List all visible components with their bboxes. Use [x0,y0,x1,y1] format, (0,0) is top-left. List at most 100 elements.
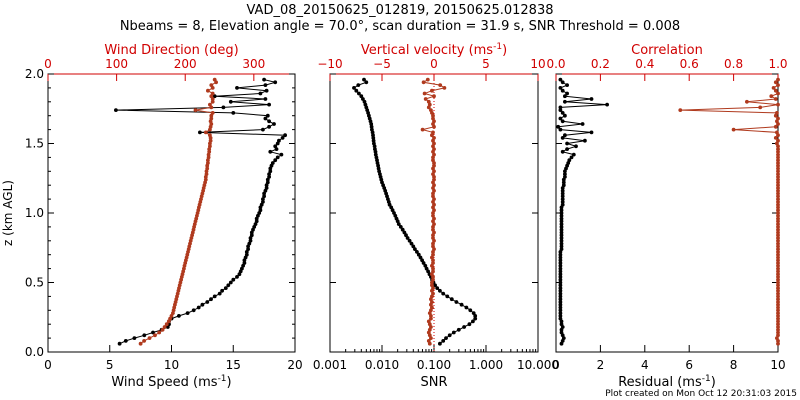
data-point [283,133,287,138]
data-point [563,99,567,104]
panel-2: 0.001 0.010 0.100 1.000 10.000 SNR −10 −5 0 5 10 Ve… [313,42,559,390]
data-point [203,177,208,182]
data-point [280,136,285,140]
data-point [444,336,448,340]
data-point [558,314,563,318]
data-point [151,330,155,335]
data-point [558,316,563,321]
data-point [776,211,780,215]
data-point [164,322,169,327]
data-point [558,108,563,112]
data-point [776,308,780,313]
data-point [198,130,202,135]
data-point [559,244,564,249]
data-point [203,130,208,135]
series-1 [114,77,287,346]
top-tick-label: 200 [174,57,197,71]
data-point [445,294,450,299]
data-point [773,97,778,101]
data-point [558,300,563,304]
data-point [473,314,478,318]
data-point [565,91,569,96]
data-point [558,266,563,271]
x-tick-label: 20 [287,358,302,372]
data-point [776,269,780,274]
data-point [563,133,567,138]
data-point [272,122,276,126]
data-point [559,247,564,252]
data-point [242,261,247,265]
data-point [776,322,780,327]
data-point [559,241,564,246]
x-tick-label: 15 [226,358,241,372]
data-point [431,213,435,218]
plot-frame [555,73,779,353]
data-point [776,91,780,96]
data-point [558,302,563,307]
data-point [454,300,459,304]
data-point [262,77,266,82]
data-point [605,102,609,107]
data-point [361,97,365,101]
data-point [362,77,366,82]
data-point [558,105,563,110]
series-line [353,79,476,345]
data-point [569,155,574,160]
data-point [776,314,780,318]
data-point [430,283,434,288]
data-point [558,286,563,290]
data-point [559,227,564,232]
data-point [376,166,381,171]
data-point [560,149,565,154]
data-point [432,136,436,140]
data-point [559,230,564,235]
data-point [776,330,780,335]
data-point [371,138,376,143]
data-point [279,152,284,157]
data-point [268,149,273,154]
x-tick-label: 1.000 [469,358,503,372]
data-point [776,238,780,243]
data-point [114,108,118,112]
data-point [431,194,435,199]
data-point [235,275,239,279]
data-point [193,108,198,112]
series-2 [138,77,219,346]
data-point [560,200,565,204]
x-tick-label: 10.000 [517,358,559,372]
data-point [209,113,214,118]
data-point [426,339,431,343]
data-point [372,141,376,146]
data-point [390,208,395,213]
data-point [560,197,565,202]
data-point [558,283,563,288]
x-tick-label: 0.100 [417,358,451,372]
data-point [776,291,780,296]
data-point [776,225,780,229]
data-point [565,147,569,152]
data-point [563,175,567,179]
data-point [559,233,564,238]
data-point [435,286,440,290]
data-point [776,255,780,260]
data-point [775,130,779,135]
data-point [132,336,137,340]
data-point [776,186,780,190]
data-point [169,314,174,318]
top-tick-label: 100 [105,57,128,71]
data-point [776,202,780,207]
data-point [228,99,233,104]
data-point [415,250,419,254]
data-point [776,230,780,235]
data-point [560,111,565,115]
data-point [425,77,430,82]
data-point [776,302,780,307]
data-point [196,305,201,310]
data-point [185,311,190,315]
data-point [265,180,270,185]
data-point [356,83,361,87]
data-point [776,227,780,232]
data-point [431,252,435,257]
y-tick-label: 0.5 [25,276,44,290]
panel-3: 0 2 4 6 8 10 Residual (ms-1) 0.0 0.2 0.4 0.6 0.8 1.0… [546,43,787,390]
